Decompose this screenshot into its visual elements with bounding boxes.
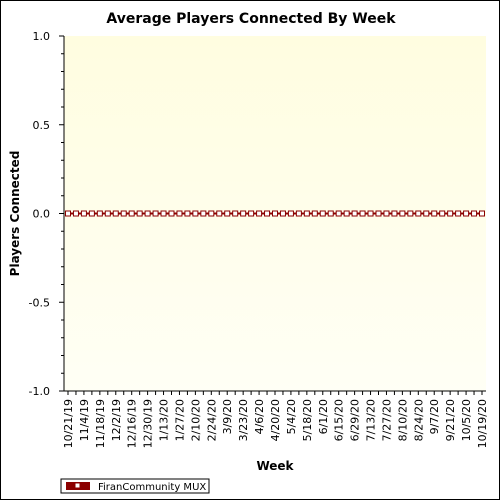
x-tick-label: 3/9/20	[221, 399, 234, 434]
data-point	[391, 210, 398, 217]
data-point	[144, 210, 151, 217]
data-point	[224, 210, 231, 217]
data-point	[80, 210, 87, 217]
y-tick-label: 1.0	[33, 30, 51, 43]
data-point	[120, 210, 127, 217]
data-point	[176, 210, 183, 217]
data-point	[447, 210, 454, 217]
y-axis: 1.0 0.5 0.0 -0.5 -1.0	[29, 30, 65, 398]
x-tick-label: 6/29/20	[349, 399, 362, 441]
x-tick-label: 1/13/20	[158, 399, 171, 441]
x-tick-label: 5/4/20	[285, 399, 298, 434]
data-point	[303, 210, 310, 217]
data-point	[279, 210, 286, 217]
x-tick-label: 5/18/20	[301, 399, 314, 441]
data-point	[407, 210, 414, 217]
x-tick-label: 4/6/20	[253, 399, 266, 434]
x-tick-label: 12/30/19	[142, 399, 155, 448]
data-point	[272, 210, 278, 217]
y-tick-label: -1.0	[29, 385, 50, 398]
x-tick-label: 4/20/20	[269, 399, 282, 441]
data-point	[104, 210, 111, 217]
data-point	[439, 210, 446, 217]
data-point	[112, 210, 119, 217]
y-tick-label: 0.0	[33, 208, 51, 221]
data-point	[152, 210, 159, 217]
y-tick-label: 0.5	[33, 119, 51, 132]
x-tick-label: 3/23/20	[237, 399, 250, 441]
data-point	[455, 210, 462, 217]
data-point	[319, 210, 326, 217]
series-layer	[65, 210, 485, 217]
x-tick-label: 10/5/20	[460, 399, 473, 441]
data-point	[96, 210, 103, 217]
data-point	[343, 210, 350, 217]
x-tick-label: 12/2/19	[110, 399, 123, 441]
x-tick-label: 9/21/20	[444, 399, 457, 441]
chart-title: Average Players Connected By Week	[106, 11, 396, 27]
data-point	[248, 210, 255, 217]
x-tick-label: 2/24/20	[205, 399, 218, 441]
data-point	[295, 210, 302, 217]
data-point	[471, 210, 478, 217]
x-axis: 10/21/19 11/4/19 11/18/19 12/2/19 12/16/19 12…	[62, 390, 489, 448]
data-point	[423, 210, 430, 217]
x-tick-label: 2/10/20	[189, 399, 202, 441]
data-point	[351, 210, 358, 217]
data-point	[399, 210, 406, 217]
x-tick-label: 7/13/20	[365, 399, 378, 441]
data-point	[72, 210, 79, 217]
data-point	[216, 210, 223, 217]
x-tick-label: 8/10/20	[396, 399, 409, 441]
data-point	[327, 210, 334, 217]
data-point	[168, 210, 175, 217]
data-point	[311, 210, 318, 217]
data-point	[359, 210, 366, 217]
x-axis-title: Week	[256, 459, 294, 473]
y-tick-label: -0.5	[29, 296, 50, 309]
data-point	[65, 210, 71, 217]
data-point	[88, 210, 95, 217]
data-point	[160, 210, 167, 217]
x-tick-label: 6/15/20	[333, 399, 346, 441]
x-tick-label: 1/27/20	[173, 399, 186, 441]
data-point	[240, 210, 247, 217]
data-point	[200, 210, 207, 217]
data-point	[479, 210, 485, 217]
data-point	[463, 210, 470, 217]
y-axis-title: Players Connected	[8, 151, 22, 277]
data-point	[232, 210, 239, 217]
data-point	[287, 210, 294, 217]
x-tick-label: 6/1/20	[317, 399, 330, 434]
x-tick-label: 7/27/20	[380, 399, 393, 441]
legend-swatch-marker	[74, 482, 81, 489]
legend: FiranCommunity MUX	[60, 478, 210, 494]
data-point	[184, 210, 191, 217]
x-tick-label: 9/7/20	[428, 399, 441, 434]
data-point	[264, 210, 271, 217]
x-tick-label: 10/19/20	[476, 399, 489, 448]
data-point	[375, 210, 382, 217]
data-point	[383, 210, 390, 217]
legend-box	[60, 478, 210, 494]
data-point	[136, 210, 143, 217]
data-point	[256, 210, 263, 217]
x-tick-label: 12/16/19	[126, 399, 139, 448]
legend-swatch	[66, 482, 90, 490]
legend-label: FiranCommunity MUX	[98, 482, 206, 493]
x-tick-label: 11/18/19	[94, 399, 107, 448]
data-point	[192, 210, 199, 217]
x-tick-label: 8/24/20	[412, 399, 425, 441]
data-point	[335, 210, 342, 217]
x-tick-label: 10/21/19	[62, 399, 75, 448]
data-point	[431, 210, 438, 217]
data-point	[208, 210, 215, 217]
data-point	[367, 210, 374, 217]
x-tick-label: 11/4/19	[78, 399, 91, 441]
data-point	[415, 210, 422, 217]
data-point	[128, 210, 135, 217]
